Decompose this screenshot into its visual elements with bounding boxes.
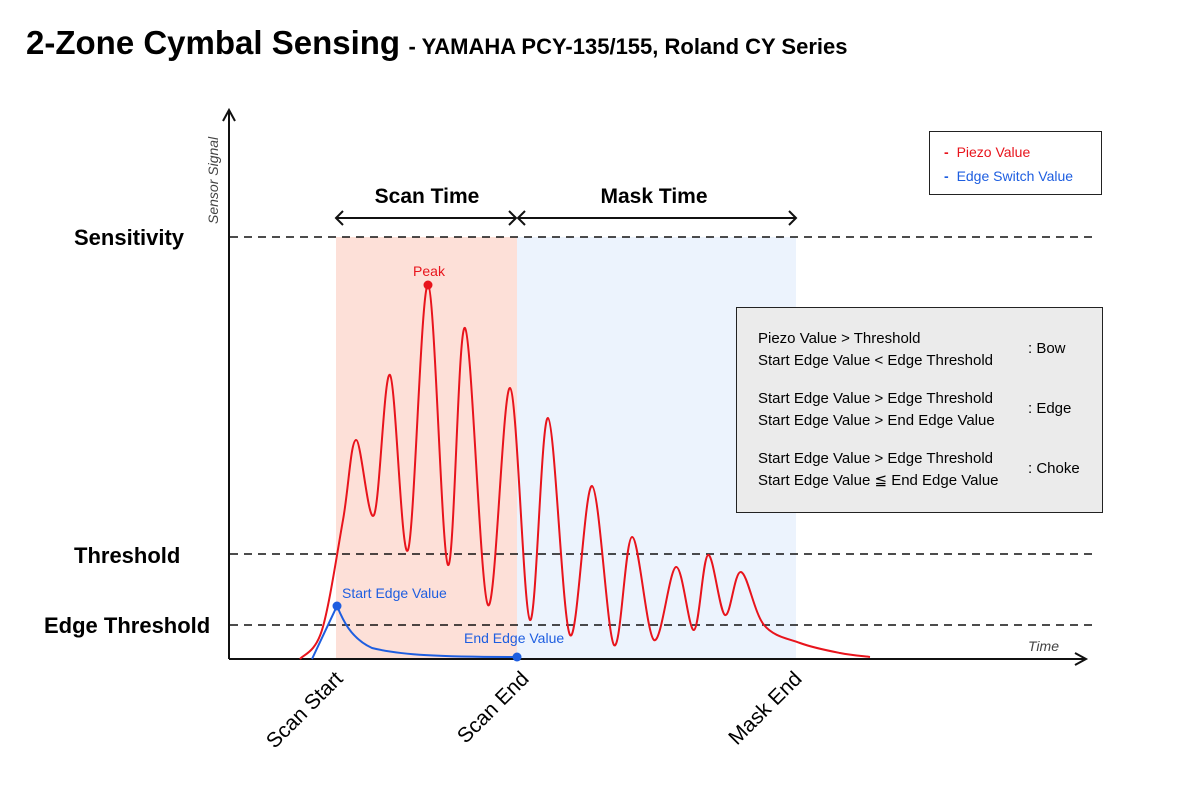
scan-time-arrowhead-right [508,210,518,226]
sensitivity-label: Sensitivity [74,225,185,250]
mask-time-label: Mask Time [601,185,708,208]
legend-label-piezo: Piezo Value [956,144,1031,160]
scan-time-region [336,237,517,659]
x-axis-arrow [1074,652,1089,666]
scan-start-label: Scan Start [262,667,348,753]
y-axis-label: Sensor Signal [205,136,221,224]
rule-result: : Edge [1028,400,1072,417]
edge-switch-value-curve [311,603,518,660]
edge-threshold-label: Edge Threshold [44,613,211,638]
rule-condition: Start Edge Value > End Edge Value [758,412,995,429]
legend-item-piezo: - Piezo Value [944,140,1101,164]
rule-edge: Start Edge Value > Edge Threshold Start … [758,388,1102,448]
legend: - Piezo Value - Edge Switch Value [929,131,1102,195]
title-subtitle: - YAMAHA PCY-135/155, Roland CY Series [408,34,848,59]
rule-condition: Start Edge Value > Edge Threshold [758,390,994,407]
start-edge-value-label: Start Edge Value [342,585,447,601]
scan-time-label: Scan Time [375,185,480,208]
rule-bow: Piezo Value > Threshold Start Edge Value… [758,328,1102,388]
end-edge-value-point [512,652,522,662]
mask-time-arrowhead-left [516,210,526,226]
mask-time-arrowhead-right [788,210,798,226]
scan-end-label: Scan End [453,667,534,748]
end-edge-value-label: End Edge Value [464,630,564,646]
start-edge-value-point [332,601,342,611]
rule-result: : Bow [1028,340,1066,357]
title-main: 2-Zone Cymbal Sensing [26,24,401,61]
scan-time-arrowhead-left [334,210,344,226]
rule-result: : Choke [1028,460,1080,477]
rule-condition: Start Edge Value < Edge Threshold [758,352,994,369]
rule-condition: Start Edge Value ≦ End Edge Value [758,472,999,489]
piezo-legend-marker: - [944,144,949,160]
rule-choke: Start Edge Value > Edge Threshold Start … [758,448,1102,508]
piezo-value-curve [299,283,871,660]
page-title: 2-Zone Cymbal Sensing - YAMAHA PCY-135/1… [26,24,848,62]
rule-condition: Start Edge Value > Edge Threshold [758,450,994,467]
edge-switch-legend-marker: - [944,168,949,184]
mask-end-label: Mask End [724,667,806,749]
rule-condition: Piezo Value > Threshold [758,330,921,347]
legend-label-edge-switch: Edge Switch Value [956,168,1074,184]
x-axis-label: Time [1028,638,1059,654]
detection-rules-box: Piezo Value > Threshold Start Edge Value… [736,307,1103,513]
y-axis-arrow [222,107,236,122]
peak-label: Peak [413,263,446,279]
peak-point [423,280,433,290]
legend-item-edge-switch: - Edge Switch Value [944,164,1101,188]
threshold-label: Threshold [74,543,181,568]
